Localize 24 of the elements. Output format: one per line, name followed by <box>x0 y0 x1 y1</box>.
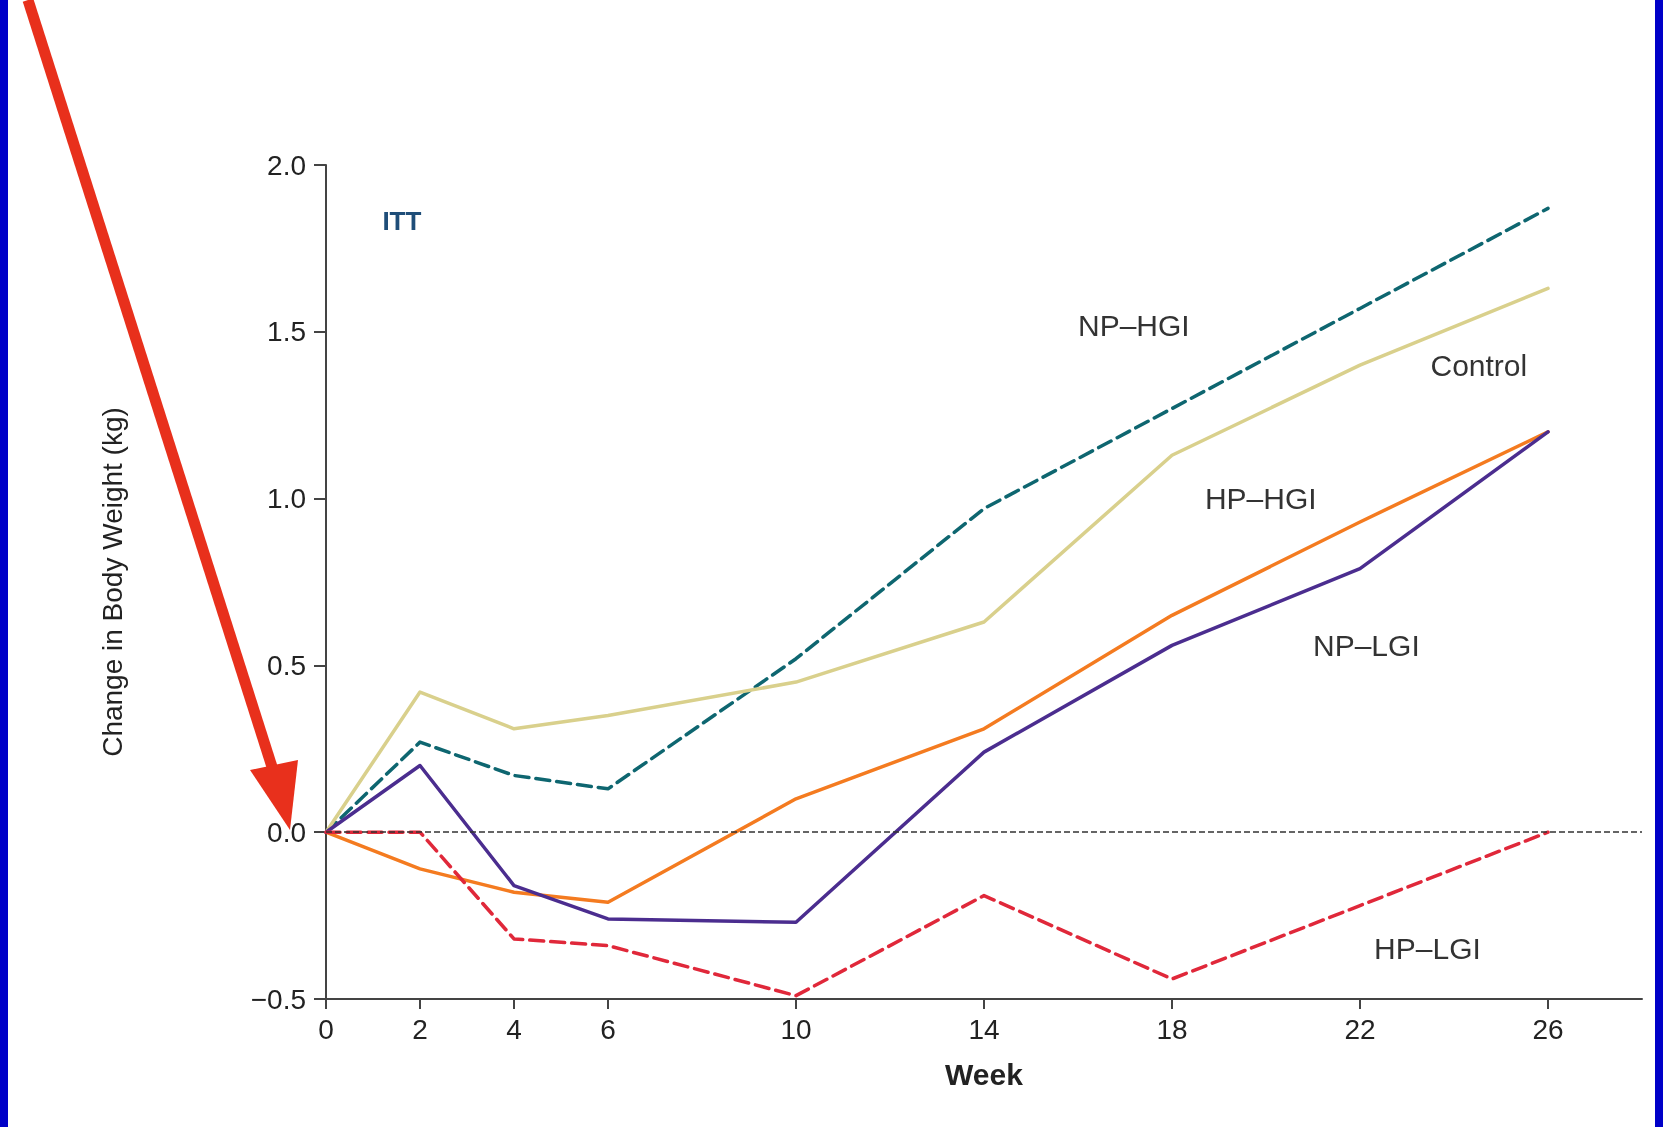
y-tick-label: −0.5 <box>250 983 306 1015</box>
y-tick-label: 2.0 <box>267 149 306 181</box>
series-label: NP–LGI <box>1313 628 1420 662</box>
line-series <box>324 830 1550 998</box>
x-tick-label: 22 <box>1344 1013 1376 1045</box>
y-tick-label: 0.0 <box>267 816 306 848</box>
x-tick-label: 14 <box>968 1013 1000 1045</box>
y-axis-title: Change in Body Weight (kg) <box>96 407 128 757</box>
x-tick-label: 0 <box>318 1013 334 1045</box>
x-tick-label: 10 <box>780 1013 812 1045</box>
y-tick-label: 0.5 <box>267 649 306 681</box>
annotation: ITT <box>382 206 422 237</box>
x-axis-title: Week <box>945 1057 1024 1091</box>
x-tick-label: 4 <box>506 1013 522 1045</box>
y-tick-label: 1.0 <box>267 483 306 515</box>
series-label: HP–LGI <box>1374 932 1481 966</box>
x-tick-label: 6 <box>600 1013 616 1045</box>
series-label: HP–HGI <box>1204 482 1317 516</box>
x-tick-label: 18 <box>1156 1013 1188 1045</box>
series-label: NP–HGI <box>1078 308 1190 342</box>
series-label: Control <box>1430 348 1528 382</box>
y-tick-label: 1.5 <box>267 316 306 348</box>
x-tick-label: 2 <box>412 1013 428 1045</box>
x-tick-label: 26 <box>1532 1013 1564 1045</box>
